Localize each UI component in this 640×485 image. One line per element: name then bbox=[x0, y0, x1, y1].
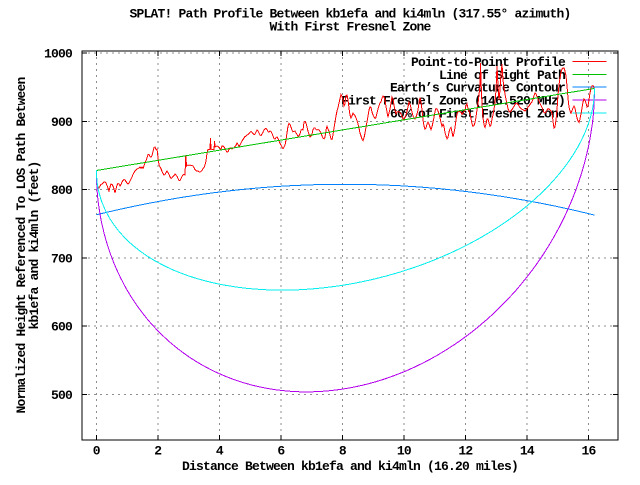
svg-text:12: 12 bbox=[458, 444, 473, 459]
svg-text:16: 16 bbox=[581, 444, 596, 459]
svg-text:800: 800 bbox=[51, 183, 73, 198]
svg-text:With First Fresnel Zone: With First Fresnel Zone bbox=[269, 19, 431, 34]
svg-text:SPLAT! Path Profile Between kb: SPLAT! Path Profile Between kb1efa and k… bbox=[129, 6, 570, 21]
svg-text:500: 500 bbox=[51, 388, 73, 403]
svg-text:6: 6 bbox=[277, 444, 285, 459]
svg-text:8: 8 bbox=[339, 444, 347, 459]
svg-text:Normalized Height Referenced T: Normalized Height Referenced To LOS Path… bbox=[14, 76, 29, 413]
svg-text:700: 700 bbox=[51, 251, 73, 266]
svg-text:60% of First Fresnel Zone: 60% of First Fresnel Zone bbox=[390, 107, 566, 122]
svg-text:Point-to-Point Profile: Point-to-Point Profile bbox=[411, 55, 566, 70]
svg-text:600: 600 bbox=[51, 320, 73, 335]
svg-text:First Fresnel Zone (146.520 MH: First Fresnel Zone (146.520 MHz) bbox=[341, 94, 565, 109]
svg-text:2: 2 bbox=[154, 444, 162, 459]
svg-text:4: 4 bbox=[216, 444, 224, 459]
svg-text:14: 14 bbox=[520, 444, 535, 459]
svg-text:kb1efa and ki4mln (feet): kb1efa and ki4mln (feet) bbox=[27, 161, 42, 329]
svg-text:10: 10 bbox=[397, 444, 412, 459]
svg-text:Distance Between kb1efa and ki: Distance Between kb1efa and ki4mln (16.2… bbox=[182, 459, 518, 474]
svg-text:Earth’s Curvature Contour: Earth’s Curvature Contour bbox=[390, 81, 565, 96]
svg-text:1000: 1000 bbox=[44, 47, 73, 62]
svg-text:900: 900 bbox=[51, 115, 73, 130]
svg-text:0: 0 bbox=[93, 444, 101, 459]
